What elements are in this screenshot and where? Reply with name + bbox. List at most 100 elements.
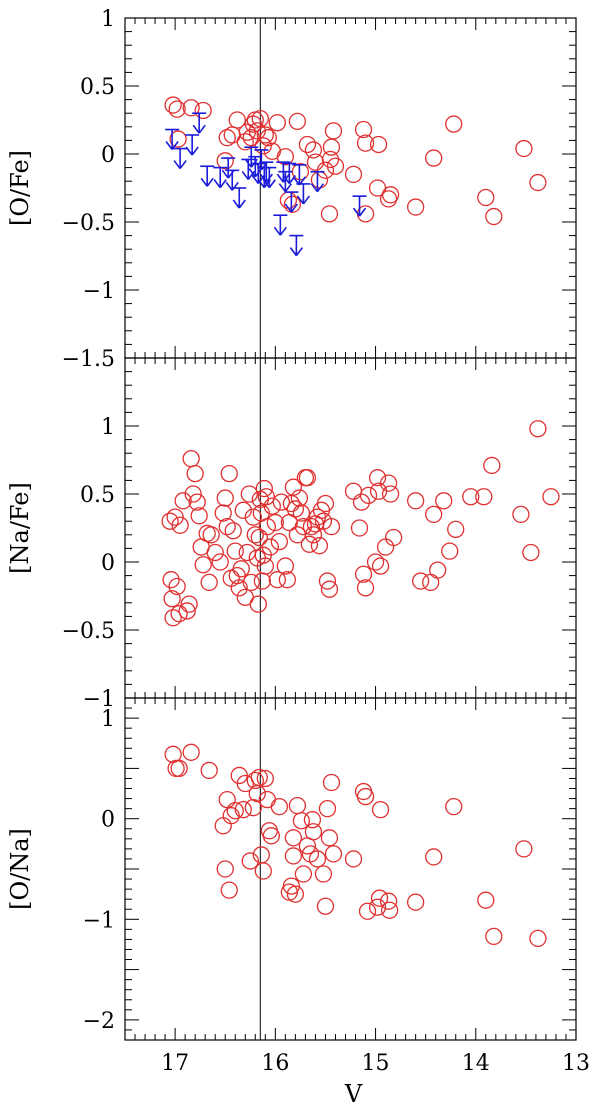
sodium-iron-frame bbox=[124, 357, 577, 699]
oxygen-iron-data-point bbox=[259, 129, 277, 147]
oxygen-sodium-data-point bbox=[292, 812, 311, 830]
oxygen-sodium-data-point bbox=[529, 929, 547, 948]
sodium-iron-data-point bbox=[462, 488, 480, 506]
sodium-iron-data-point bbox=[190, 507, 208, 525]
oxygen-iron-upper-limit-stroke bbox=[198, 124, 206, 134]
sodium-iron-data-point bbox=[216, 489, 234, 507]
sodium-iron-data-point bbox=[302, 517, 321, 536]
oxygen-sodium-x-tick-label: 13 bbox=[562, 1051, 590, 1076]
sodium-iron-data-point bbox=[163, 590, 181, 608]
sodium-iron-data-point bbox=[162, 571, 180, 589]
sodium-iron-data-point bbox=[376, 538, 395, 556]
oxygen-sodium-data-point bbox=[222, 807, 240, 825]
oxygen-iron-data-point bbox=[406, 198, 425, 216]
sodium-iron-data-point bbox=[174, 492, 192, 510]
sodium-iron-y-tick-label: 0 bbox=[101, 551, 115, 576]
oxygen-sodium-data-point bbox=[380, 901, 399, 919]
sodium-iron-data-point bbox=[202, 526, 220, 544]
oxygen-sodium-data-point bbox=[220, 881, 238, 899]
sodium-iron-data-point bbox=[194, 556, 212, 574]
oxygen-iron-y-tick-label: 0 bbox=[101, 143, 115, 168]
oxygen-iron-upper-limit-stroke bbox=[273, 226, 281, 236]
oxygen-iron-data-point bbox=[369, 135, 388, 154]
oxygen-iron-data-point bbox=[168, 100, 186, 118]
oxygen-sodium-y-tick-label: 0 bbox=[101, 808, 115, 833]
oxygen-iron-data-point bbox=[529, 173, 547, 192]
oxygen-sodium-data-point bbox=[241, 852, 259, 870]
oxygen-sodium-data-point bbox=[314, 865, 333, 883]
oxygen-iron-upper-limit-point bbox=[352, 195, 367, 217]
oxygen-sodium-data-point bbox=[515, 840, 533, 858]
sodium-iron-data-point bbox=[182, 449, 200, 468]
sodium-iron-data-point bbox=[379, 474, 398, 492]
oxygen-iron-upper-limit-stroke bbox=[200, 177, 208, 187]
oxygen-sodium-data-point bbox=[234, 801, 252, 819]
oxygen-iron-upper-limit-stroke bbox=[165, 141, 173, 151]
sodium-iron-data-point bbox=[170, 605, 188, 623]
sodium-iron-data-point bbox=[322, 517, 341, 536]
sodium-iron-data-point bbox=[475, 488, 493, 506]
sodium-iron-data-point bbox=[366, 553, 385, 571]
oxygen-sodium-data-point bbox=[270, 797, 288, 816]
sodium-iron-data-point bbox=[522, 543, 540, 562]
oxygen-iron-upper-limit-stroke bbox=[227, 169, 235, 179]
sodium-iron-data-point bbox=[344, 482, 363, 500]
oxygen-iron-upper-limit-stroke bbox=[192, 124, 200, 134]
oxygen-sodium-data-point bbox=[282, 877, 301, 895]
oxygen-iron-data-point bbox=[445, 115, 463, 133]
oxygen-sodium-data-point bbox=[477, 891, 495, 909]
oxygen-iron-data-point bbox=[218, 129, 236, 147]
oxygen-iron-upper-limit-stroke bbox=[248, 168, 256, 178]
oxygen-iron-upper-limit-point bbox=[185, 134, 200, 156]
oxygen-sodium-x-tick-label: 14 bbox=[462, 1051, 490, 1076]
oxygen-sodium-data-point bbox=[406, 893, 425, 911]
sodium-iron-data-point bbox=[230, 579, 248, 597]
oxygen-iron-upper-limit-stroke bbox=[254, 161, 262, 171]
sodium-iron-data-point bbox=[356, 579, 375, 597]
sodium-iron-data-point bbox=[255, 479, 273, 498]
oxygen-iron-data-point bbox=[288, 112, 307, 131]
oxygen-iron-upper-limit-stroke bbox=[310, 183, 319, 193]
oxygen-iron-data-point bbox=[425, 149, 443, 167]
sodium-iron-data-point bbox=[422, 573, 440, 592]
oxygen-iron-upper-limit-stroke bbox=[171, 141, 179, 151]
sodium-iron-data-point bbox=[220, 464, 238, 483]
oxygen-iron-upper-limit-stroke bbox=[179, 160, 187, 170]
sodium-iron-data-point bbox=[359, 486, 378, 505]
oxygen-sodium-data-point bbox=[379, 892, 398, 910]
oxygen-iron-upper-limit-stroke bbox=[206, 177, 214, 187]
oxygen-sodium-frame bbox=[124, 697, 577, 1041]
sodium-iron-data-point bbox=[226, 542, 244, 560]
oxygen-iron-data-point bbox=[322, 138, 341, 156]
sodium-iron-data-point bbox=[234, 501, 252, 519]
oxygen-sodium-data-point bbox=[324, 845, 343, 863]
oxygen-iron-upper-limit-stroke bbox=[279, 226, 287, 236]
panel-oxygen-iron: 1 0.5 0 −0.5 −1 −1.5 [O/Fe] bbox=[6, 7, 577, 372]
sodium-iron-data-point bbox=[218, 517, 236, 536]
oxygen-sodium-data-point bbox=[485, 927, 503, 946]
oxygen-iron-data-point bbox=[251, 109, 269, 128]
sodium-iron-data-point bbox=[290, 489, 309, 507]
sodium-iron-data-point bbox=[425, 505, 443, 524]
oxygen-iron-upper-limit-point bbox=[310, 170, 325, 193]
sodium-iron-data-point bbox=[381, 485, 400, 503]
sodium-iron-data-point bbox=[240, 485, 258, 503]
sodium-iron-data-point bbox=[316, 494, 335, 513]
oxygen-sodium-data-point bbox=[425, 848, 443, 866]
oxygen-iron-upper-limit-stroke bbox=[262, 179, 270, 189]
oxygen-sodium-data-point bbox=[370, 889, 389, 907]
sodium-iron-data-point bbox=[406, 492, 425, 510]
sodium-iron-data-point bbox=[246, 526, 264, 544]
oxygen-iron-upper-limit-stroke bbox=[296, 195, 305, 205]
oxygen-iron-upper-limit-stroke bbox=[225, 181, 233, 191]
oxygen-iron-data-point bbox=[298, 135, 317, 154]
sodium-iron-data-point bbox=[278, 571, 297, 589]
oxygen-iron-upper-limit-stroke bbox=[173, 160, 181, 170]
oxygen-iron-y-tick-label: −0.5 bbox=[62, 211, 115, 236]
oxygen-iron-upper-limit-stroke bbox=[289, 247, 298, 257]
oxygen-sodium-data-point bbox=[320, 829, 339, 847]
oxygen-iron-upper-limit-point bbox=[273, 214, 288, 236]
oxygen-iron-data-point bbox=[354, 120, 373, 139]
oxygen-sodium-data-point bbox=[262, 827, 280, 845]
oxygen-sodium-data-point bbox=[218, 790, 236, 809]
